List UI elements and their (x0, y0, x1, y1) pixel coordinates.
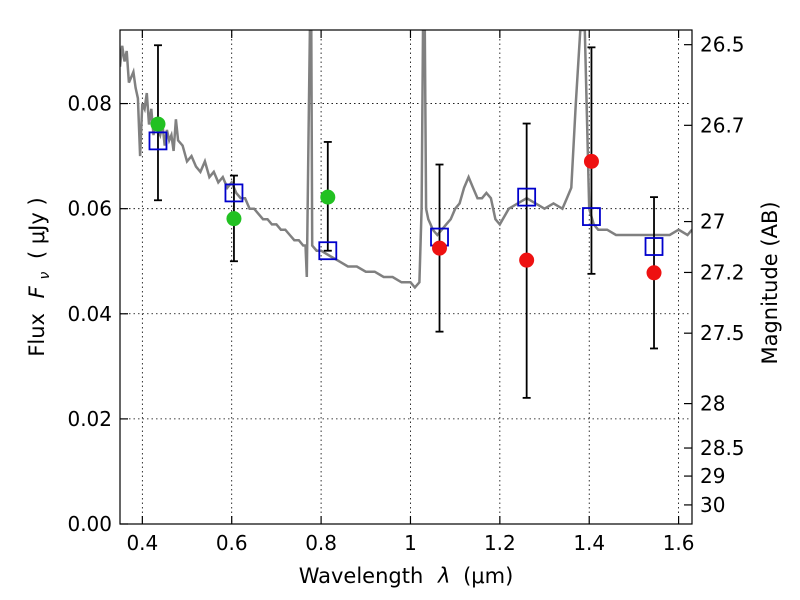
x-tick-label: 1 (404, 531, 417, 555)
x-tick-label: 0.8 (305, 531, 337, 555)
y2-tick-label: 27.2 (700, 260, 745, 284)
y-axis-label-symbol: F (25, 285, 49, 298)
x-axis-label-unit: (μm) (463, 564, 513, 588)
y2-axis-label: Magnitude (AB) (758, 201, 782, 364)
red-data-point (519, 252, 535, 268)
y-tick-label: 0.08 (67, 92, 112, 116)
x-axis-label-text: Wavelength (299, 564, 424, 588)
x-tick-label: 1.6 (663, 531, 695, 555)
y-axis-label-text: Flux (25, 313, 49, 357)
y2-tick-label: 28 (700, 392, 725, 416)
y-tick-label: 0.00 (67, 512, 112, 536)
model-point-square (517, 187, 537, 207)
data-points-layer (148, 44, 664, 399)
model-spectrum-line (120, 30, 692, 290)
x-tick-label: 0.4 (126, 531, 158, 555)
red-data-point (432, 240, 448, 256)
y2-tick-label: 27 (700, 210, 725, 234)
green-data-point (226, 211, 242, 227)
green-data-point (150, 116, 166, 132)
model-point-square (224, 183, 244, 203)
model-point-square (582, 207, 601, 226)
y2-tick-label: 30 (700, 493, 725, 517)
model-point-square (644, 237, 664, 256)
plot-frame (119, 29, 693, 525)
x-tick-label: 0.6 (216, 531, 248, 555)
y-axis-label-subscript: ν (37, 272, 53, 280)
red-data-point (646, 265, 662, 281)
y-tick-label: 0.02 (67, 407, 112, 431)
y-axis-label: Flux F ν ( μJy ) (25, 197, 54, 356)
y-tick-label: 0.04 (67, 302, 112, 326)
y2-tick-label: 28.5 (700, 436, 745, 460)
model-point-square (318, 241, 338, 261)
y2-tick-label: 26.5 (700, 33, 745, 57)
model-spectrum-layer (120, 30, 692, 290)
x-tick-label: 1.4 (573, 531, 605, 555)
y2-tick-label: 27.5 (700, 321, 745, 345)
y2-tick-label: 26.7 (700, 113, 745, 137)
x-axis-label-symbol: λ (437, 564, 450, 588)
model-point-square (148, 131, 168, 151)
red-data-point (583, 153, 599, 169)
y-tick-label: 0.06 (67, 197, 112, 221)
axis-ticks: 0.4 0.6 0.8 1 1.2 1.4 1.6 0.00 0.02 0.04 0.06 0.08 2… (67, 30, 745, 555)
x-tick-label: 1.2 (484, 531, 516, 555)
x-axis-label: Wavelength λ (μm) (299, 564, 514, 588)
green-data-point (320, 189, 336, 205)
grid-lines (120, 30, 692, 525)
y2-tick-label: 29 (700, 464, 725, 488)
y-axis-label-unit: ( μJy ) (25, 197, 49, 259)
